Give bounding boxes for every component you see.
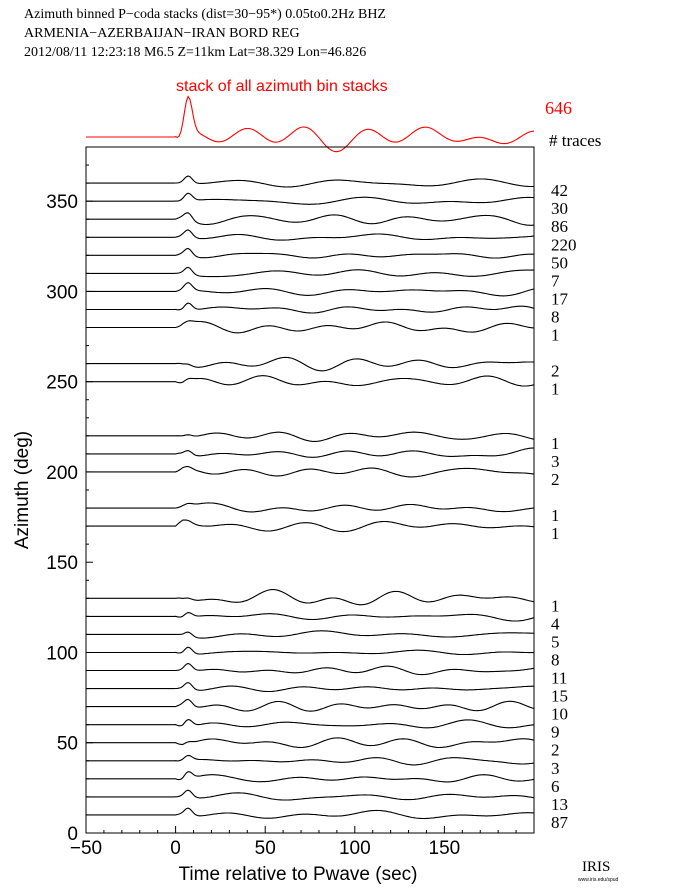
x-tick-label-150: 150 [429,838,461,859]
trace-count-az-310: 7 [551,271,560,290]
trace-count-az-260: 2 [551,362,560,381]
trace-count-az-280: 1 [551,326,560,345]
trace-count-az-10: 87 [551,813,569,832]
trace-count-az-120: 4 [551,614,560,633]
x-tick-label--50: −50 [70,838,102,859]
trace-az-80 [86,682,534,693]
trace-az-220 [86,431,535,442]
trace-count-az-330: 220 [551,235,577,254]
trace-az-210 [86,447,535,458]
traces-header: # traces [549,131,601,150]
trace-az-170 [86,519,535,533]
trace-count-group: 4230862205071781211321114581115109236138… [551,181,577,832]
trace-az-10 [86,807,535,820]
trace-az-180 [86,502,535,513]
trace-count-az-30: 6 [551,777,560,796]
iris-logo-subtext: www.iris.edu/spud [578,877,619,883]
trace-az-120 [86,612,535,622]
y-axis: 0 50 100 150 200 250 300 350 [46,164,93,845]
trace-az-60 [86,719,535,729]
trace-count-az-50: 2 [551,741,560,760]
x-tick-label-50: 50 [255,838,276,859]
trace-count-az-110: 5 [551,632,560,651]
stack-count: 646 [545,98,572,118]
trace-count-az-70: 10 [551,705,568,724]
trace-az-330 [86,229,535,241]
trace-az-130 [86,589,535,606]
trace-az-70 [86,698,535,712]
trace-az-40 [86,754,535,766]
trace-az-250 [86,375,535,387]
y-tick-label-300: 300 [46,282,78,303]
trace-count-az-290: 8 [551,308,560,327]
trace-az-90 [86,662,535,676]
trace-az-280 [86,320,535,334]
stack-trace [86,95,535,153]
trace-count-az-320: 50 [551,253,568,272]
trace-az-30 [86,771,535,783]
x-tick-label-100: 100 [339,838,371,859]
trace-az-310 [86,266,534,278]
trace-az-320 [86,247,534,259]
y-tick-label-200: 200 [46,463,78,484]
trace-az-290 [86,302,535,314]
trace-count-az-90: 11 [551,669,567,688]
header-line-2: ARMENIA−AZERBAIJAN−IRAN BORD REG [24,26,300,41]
y-axis-label: Azimuth (deg) [12,431,33,549]
trace-count-az-40: 3 [551,759,560,778]
header-line-1: Azimuth binned P−coda stacks (dist=30−95… [24,7,386,22]
y-tick-label-150: 150 [46,553,78,574]
iris-logo: IRIS www.iris.edu/spud [578,859,619,883]
trace-az-100 [86,646,534,656]
trace-count-az-210: 3 [551,452,560,471]
trace-count-az-130: 1 [551,596,560,615]
trace-az-300 [86,281,535,297]
trace-count-az-340: 86 [551,217,568,236]
header-line-3: 2012/08/11 12:23:18 M6.5 Z=11km Lat=38.3… [24,45,366,60]
x-axis-label: Time relative to Pwave (sec) [179,864,418,885]
trace-count-az-100: 8 [551,651,560,670]
trace-count-az-360: 42 [551,181,568,200]
x-tick-label-0: 0 [170,838,181,859]
stack-trace-group [86,95,535,153]
trace-az-360 [86,175,534,188]
trace-group [86,175,535,820]
y-tick-label-0: 0 [67,824,78,845]
stack-label: stack of all azimuth bin stacks [176,78,388,95]
trace-count-az-220: 1 [551,434,560,453]
trace-az-50 [86,737,535,749]
trace-az-260 [86,356,535,372]
trace-count-az-20: 13 [551,795,568,814]
y-tick-label-50: 50 [57,734,78,755]
trace-count-az-250: 1 [551,380,560,399]
trace-count-az-200: 2 [551,470,560,489]
trace-count-az-350: 30 [551,199,568,218]
trace-az-340 [86,212,535,226]
trace-count-az-300: 17 [551,289,569,308]
trace-az-110 [86,630,535,639]
iris-logo-text: IRIS [582,859,610,875]
trace-count-az-80: 15 [551,687,568,706]
y-tick-label-100: 100 [46,644,78,665]
trace-az-200 [86,466,535,478]
trace-count-az-180: 1 [551,506,560,525]
y-tick-label-250: 250 [46,373,78,394]
y-tick-label-350: 350 [46,192,78,213]
x-axis: −50 0 50 100 150 [70,826,517,859]
trace-az-350 [86,192,535,205]
trace-count-az-170: 1 [551,524,560,543]
trace-az-20 [86,789,535,801]
plot-frame [85,146,535,834]
trace-count-az-60: 9 [551,723,560,742]
